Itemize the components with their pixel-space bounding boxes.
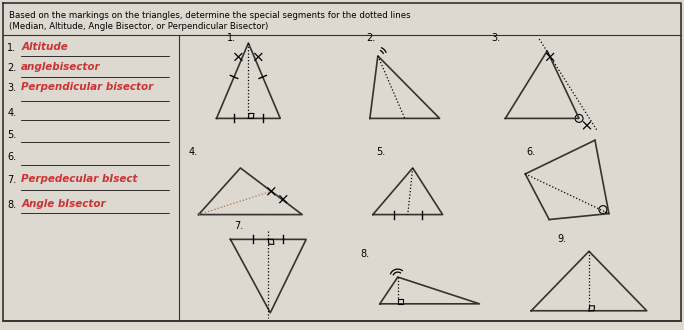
Text: 4.: 4. <box>189 147 198 157</box>
Text: anglebisector: anglebisector <box>21 62 101 72</box>
Text: 1.: 1. <box>226 33 235 43</box>
Text: 4.: 4. <box>8 109 16 118</box>
Text: Perpedecular bIsect: Perpedecular bIsect <box>21 174 137 184</box>
Text: Perpendicular bisector: Perpendicular bisector <box>21 82 153 92</box>
Text: 2.: 2. <box>366 33 375 43</box>
Text: 6.: 6. <box>526 147 536 157</box>
Text: 6.: 6. <box>8 152 16 162</box>
Text: 1.: 1. <box>8 43 16 53</box>
Text: 7.: 7. <box>235 221 244 231</box>
Text: 8.: 8. <box>8 200 16 210</box>
Text: 3.: 3. <box>491 33 501 43</box>
Text: 8.: 8. <box>360 249 369 259</box>
Text: Based on the markings on the triangles, determine the special segments for the d: Based on the markings on the triangles, … <box>10 11 411 20</box>
Text: Angle bIsector: Angle bIsector <box>21 199 106 209</box>
Text: (Median, Altitude, Angle Bisector, or Perpendicular Bisector): (Median, Altitude, Angle Bisector, or Pe… <box>10 22 269 31</box>
Text: 5.: 5. <box>8 130 16 140</box>
Text: 2.: 2. <box>8 63 16 73</box>
Text: 7.: 7. <box>8 175 16 185</box>
Text: Altitude: Altitude <box>21 42 68 52</box>
Text: 5.: 5. <box>376 147 385 157</box>
Text: 3.: 3. <box>8 83 16 93</box>
Text: 9.: 9. <box>557 234 566 244</box>
